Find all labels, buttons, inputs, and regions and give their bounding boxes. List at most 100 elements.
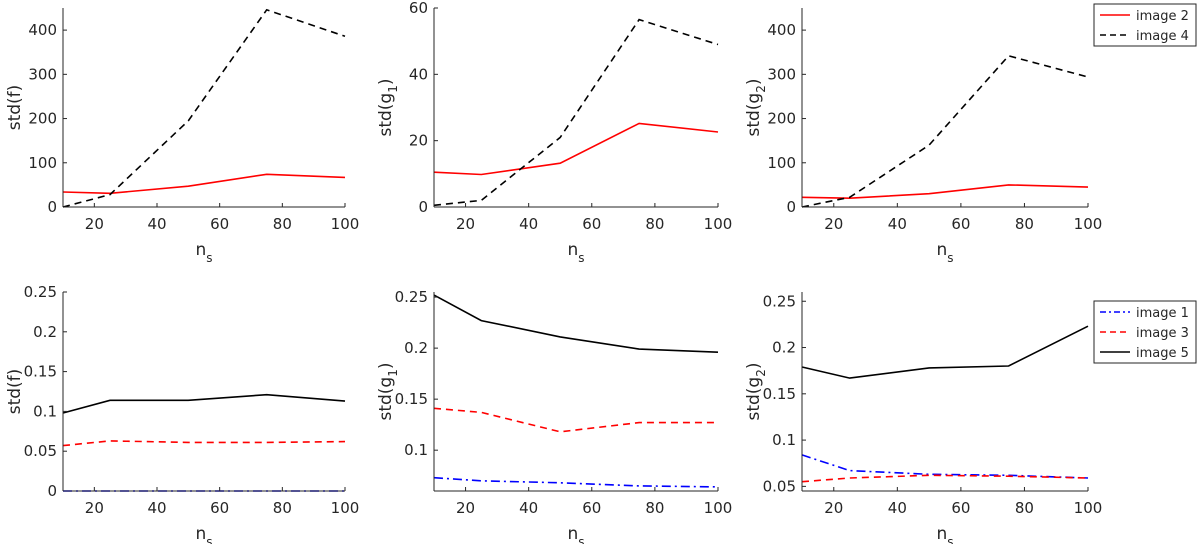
x-tick-label: 60 bbox=[210, 215, 229, 233]
y-tick-label: 300 bbox=[28, 65, 57, 83]
series-line-image-5 bbox=[801, 325, 1089, 379]
y-tick-label: 0.25 bbox=[763, 292, 796, 310]
series-line-image-3 bbox=[62, 440, 346, 447]
x-tick-label: 20 bbox=[824, 215, 843, 233]
y-tick-label: 40 bbox=[409, 65, 428, 83]
legend-label: image 3 bbox=[1136, 326, 1189, 341]
subplot-1: 20 40 60 80 100 0 100 200 300 400 ns std(f) bbox=[5, 8, 359, 265]
y-tick-label: 200 bbox=[767, 110, 796, 128]
series-line-image-3 bbox=[801, 474, 1089, 483]
x-tick-label: 60 bbox=[210, 499, 229, 517]
x-tick-label: 40 bbox=[888, 499, 907, 517]
x-tick-label: 100 bbox=[331, 499, 360, 517]
y-tick-label: 0 bbox=[786, 198, 796, 216]
legend-label: image 1 bbox=[1136, 306, 1189, 321]
y-tick-label: 0.2 bbox=[404, 339, 428, 357]
x-axis-label: ns bbox=[936, 524, 953, 544]
y-tick-label: 0 bbox=[47, 198, 57, 216]
legend-label: image 2 bbox=[1136, 9, 1189, 24]
series-line-image-4 bbox=[801, 54, 1089, 208]
subplot-5: 20 40 60 80 100 0.1 0.15 0.2 0.25 ns std(g1) bbox=[376, 288, 732, 544]
y-axis-label: std(g1) bbox=[376, 78, 400, 136]
x-axis-label: ns bbox=[195, 240, 212, 265]
x-tick-label: 60 bbox=[951, 215, 970, 233]
y-tick-label: 0.2 bbox=[33, 323, 57, 341]
series-line-image-1 bbox=[433, 476, 719, 488]
subplot-4: 20 40 60 80 100 0 0.05 0.1 0.15 0.2 0.25 ns std(f) bbox=[5, 283, 359, 544]
series-line-image-2 bbox=[801, 184, 1089, 200]
y-axis-label: std(g2) bbox=[744, 78, 768, 136]
y-tick-label: 60 bbox=[409, 0, 428, 17]
y-tick-label: 100 bbox=[767, 154, 796, 172]
series-line-image-2 bbox=[433, 122, 719, 176]
x-tick-label: 80 bbox=[273, 499, 292, 517]
legend-label: image 5 bbox=[1136, 346, 1189, 361]
y-tick-label: 300 bbox=[767, 65, 796, 83]
series-line-image-4 bbox=[433, 18, 719, 207]
y-axis-label: std(f) bbox=[5, 85, 25, 131]
y-axis-label: std(f) bbox=[5, 369, 25, 415]
x-tick-label: 40 bbox=[519, 215, 538, 233]
x-tick-label: 40 bbox=[888, 215, 907, 233]
x-axis-label: ns bbox=[567, 524, 584, 544]
x-tick-label: 80 bbox=[1015, 215, 1034, 233]
y-tick-label: 20 bbox=[409, 132, 428, 150]
x-tick-label: 20 bbox=[456, 499, 475, 517]
series-line-image-3 bbox=[433, 407, 718, 433]
series-line-image-2 bbox=[62, 173, 346, 195]
y-tick-label: 0.25 bbox=[395, 288, 428, 306]
x-tick-label: 100 bbox=[1074, 215, 1103, 233]
x-tick-label: 100 bbox=[704, 499, 733, 517]
legend-box bbox=[1093, 3, 1197, 47]
x-tick-label: 80 bbox=[1015, 499, 1034, 517]
x-tick-label: 20 bbox=[85, 499, 104, 517]
y-tick-label: 0.15 bbox=[763, 385, 796, 403]
legend: image 2 image 4 bbox=[1093, 3, 1197, 47]
x-tick-label: 80 bbox=[645, 499, 664, 517]
x-axis-label: ns bbox=[567, 240, 584, 265]
y-axis-label: std(g2) bbox=[744, 362, 768, 420]
x-tick-label: 100 bbox=[1074, 499, 1103, 517]
y-tick-label: 0 bbox=[47, 482, 57, 500]
x-tick-label: 20 bbox=[85, 215, 104, 233]
legend: image 1 image 3 image 5 bbox=[1093, 300, 1197, 364]
y-tick-label: 0.1 bbox=[772, 431, 796, 449]
y-tick-label: 0.15 bbox=[395, 390, 428, 408]
series-line-image-4 bbox=[62, 8, 346, 208]
y-tick-label: 200 bbox=[28, 110, 57, 128]
series-line-image-1 bbox=[801, 454, 1089, 479]
x-tick-label: 80 bbox=[273, 215, 292, 233]
y-tick-label: 0.1 bbox=[404, 441, 428, 459]
x-tick-label: 20 bbox=[824, 499, 843, 517]
x-axis-label: ns bbox=[936, 240, 953, 265]
subplot-2: 20 40 60 80 100 0 20 40 60 ns std(g1) bbox=[376, 0, 732, 265]
x-tick-label: 80 bbox=[645, 215, 664, 233]
x-tick-label: 40 bbox=[147, 499, 166, 517]
series-line-image-5 bbox=[433, 294, 719, 353]
y-tick-label: 0.1 bbox=[33, 402, 57, 420]
y-tick-label: 0.05 bbox=[763, 477, 796, 495]
y-tick-label: 0.15 bbox=[24, 363, 57, 381]
x-tick-label: 60 bbox=[582, 215, 601, 233]
legend-label: image 4 bbox=[1136, 29, 1189, 44]
x-tick-label: 100 bbox=[331, 215, 360, 233]
x-tick-label: 100 bbox=[704, 215, 733, 233]
y-tick-label: 100 bbox=[28, 154, 57, 172]
x-tick-label: 60 bbox=[582, 499, 601, 517]
y-tick-label: 400 bbox=[28, 21, 57, 39]
y-tick-label: 400 bbox=[767, 21, 796, 39]
x-tick-label: 20 bbox=[456, 215, 475, 233]
x-tick-label: 40 bbox=[147, 215, 166, 233]
x-axis-label: ns bbox=[195, 524, 212, 544]
y-tick-label: 0.05 bbox=[24, 442, 57, 460]
y-tick-label: 0.2 bbox=[772, 339, 796, 357]
y-axis-label: std(g1) bbox=[376, 362, 400, 420]
y-tick-label: 0 bbox=[418, 198, 428, 216]
series-line-image-5 bbox=[62, 393, 346, 414]
y-tick-label: 0.25 bbox=[24, 283, 57, 301]
subplot-3: 20 40 60 80 100 0 100 200 300 400 ns std(g2) image 2… bbox=[744, 3, 1197, 265]
x-tick-label: 40 bbox=[519, 499, 538, 517]
x-tick-label: 60 bbox=[951, 499, 970, 517]
subplot-6: 20 40 60 80 100 0.05 0.1 0.15 0.2 0.25 ns std(g2) im… bbox=[744, 292, 1197, 544]
